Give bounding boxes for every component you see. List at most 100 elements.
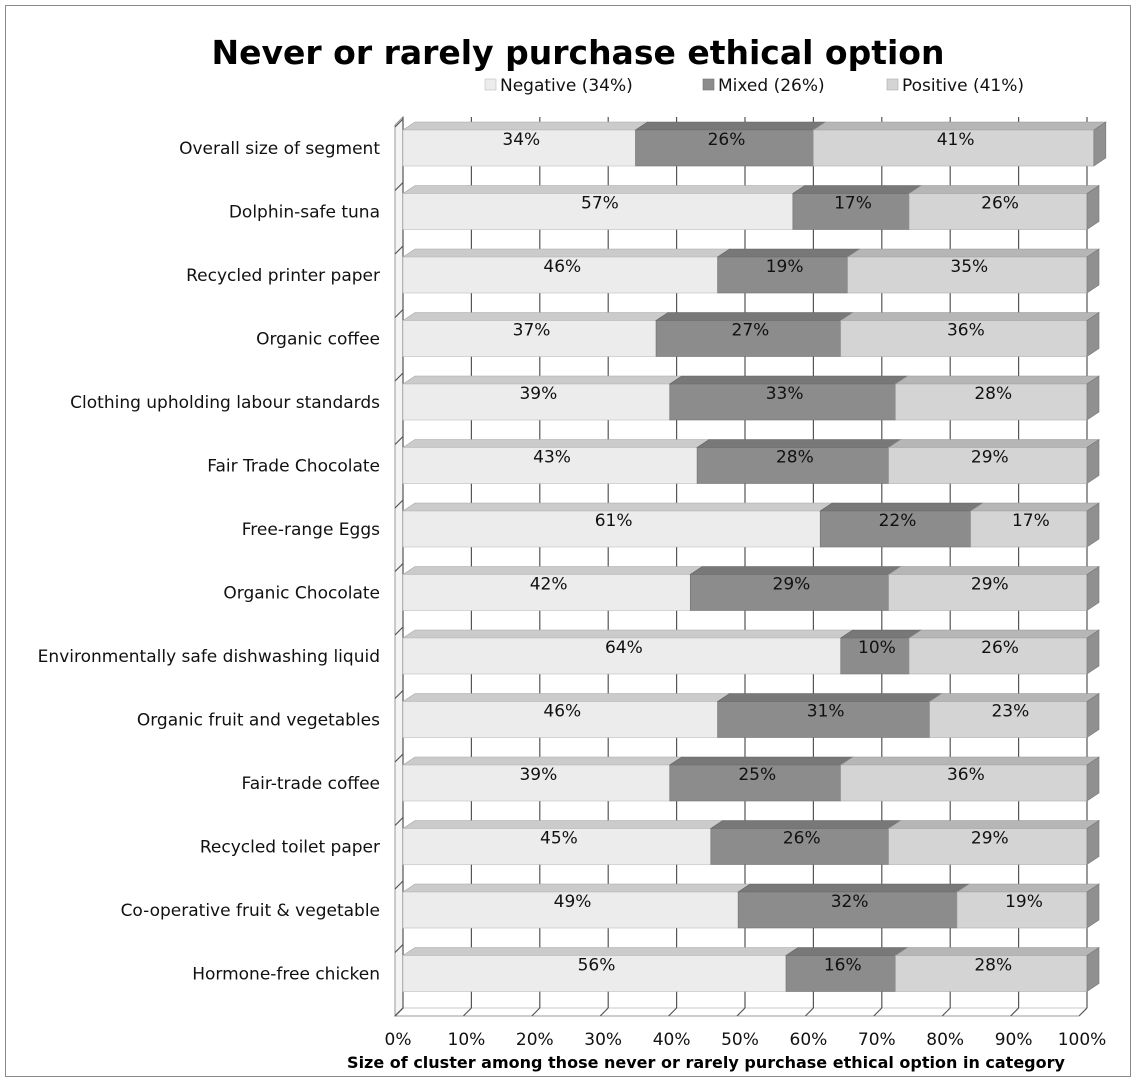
row-separator xyxy=(394,690,404,699)
data-label: 36% xyxy=(947,321,985,341)
bars: 34% 26% 41% 57% 17% 26% 46% 19% 35% 37% 27% 36% 39% 3… xyxy=(402,121,1107,993)
bar-top-face xyxy=(956,883,1100,893)
bar-segment xyxy=(970,510,1088,548)
data-label: 26% xyxy=(783,829,821,849)
x-tick-label: 10% xyxy=(448,1030,486,1050)
data-label: 57% xyxy=(581,194,619,214)
bar-top-face xyxy=(696,439,902,448)
x-tick-label: 70% xyxy=(858,1030,896,1050)
bar-top-face xyxy=(402,502,834,512)
data-label: 39% xyxy=(519,765,557,785)
row-separator xyxy=(394,309,404,318)
bar-segment xyxy=(402,383,671,421)
bar-segment xyxy=(402,828,712,865)
data-label: 29% xyxy=(971,448,1009,468)
data-label: 35% xyxy=(950,257,988,277)
bar-segment xyxy=(669,764,842,802)
data-label: 17% xyxy=(1012,511,1050,531)
chart-title: Never or rarely purchase ethical option xyxy=(212,33,945,72)
bar-segment xyxy=(847,256,1088,294)
data-label: 29% xyxy=(773,575,811,595)
bar-side-face xyxy=(1086,756,1100,802)
bar-top-face xyxy=(402,566,704,575)
row-separator xyxy=(394,182,404,191)
bar-side-face xyxy=(1086,248,1100,294)
data-label: 56% xyxy=(578,956,616,976)
bar-top-face xyxy=(402,439,711,448)
data-label: 26% xyxy=(981,638,1019,658)
bar-segment xyxy=(696,447,889,484)
bar-top-face xyxy=(812,121,1107,131)
data-label: 61% xyxy=(595,511,633,531)
bar-side-face xyxy=(1086,375,1100,421)
bar-segment xyxy=(908,193,1088,230)
category-label: Hormone-free chicken xyxy=(192,965,380,985)
bar-top-face xyxy=(402,121,649,131)
row-separator xyxy=(394,626,404,636)
category-label: Organic fruit and vegetables xyxy=(137,711,380,731)
bar-segment xyxy=(785,955,896,992)
data-label: 28% xyxy=(776,448,814,468)
row-separator xyxy=(394,1007,404,1017)
bar-segment xyxy=(635,129,814,167)
category-labels: Overall size of segment Dolphin-safe tuna… xyxy=(38,139,381,985)
bar-segment xyxy=(717,701,930,738)
bar-top-face xyxy=(928,693,1100,702)
category-label: Environmentally safe dishwashing liquid xyxy=(38,647,380,667)
x-tick-label: 80% xyxy=(926,1030,964,1050)
category-label: Organic coffee xyxy=(256,330,380,350)
data-label: 29% xyxy=(971,829,1009,849)
bar-top-face xyxy=(402,883,752,893)
x-tick-label: 20% xyxy=(516,1030,554,1050)
legend-entry: Positive (41%) xyxy=(902,76,1024,96)
bar-side-face xyxy=(1086,311,1100,358)
row-separator xyxy=(394,118,404,128)
bar-top-face xyxy=(887,566,1100,575)
category-label: Overall size of segment xyxy=(179,139,380,159)
bar-top-face xyxy=(839,312,1100,321)
bar-side-face xyxy=(1086,883,1100,929)
row-separator xyxy=(394,372,404,382)
data-label: 43% xyxy=(533,448,571,468)
floor-gridline xyxy=(873,1007,883,1017)
data-label: 39% xyxy=(519,384,557,404)
data-label: 25% xyxy=(738,765,776,785)
bar-top-face xyxy=(402,756,683,766)
data-label: 26% xyxy=(981,194,1019,214)
data-label: 46% xyxy=(543,257,581,277)
bar-top-face xyxy=(402,947,800,956)
floor-gridline xyxy=(804,1007,814,1017)
floor-gridline xyxy=(668,1007,678,1017)
data-label: 29% xyxy=(971,575,1009,595)
data-label: 19% xyxy=(766,257,804,277)
side-wall xyxy=(394,115,404,1018)
floor-gridline xyxy=(736,1007,746,1017)
x-axis-title: Size of cluster among those never or rar… xyxy=(347,1053,1065,1072)
bar-segment xyxy=(402,510,821,548)
category-label: Organic Chocolate xyxy=(223,584,380,604)
bar-segment xyxy=(402,955,787,992)
bar-top-face xyxy=(716,693,943,702)
row-separator xyxy=(394,753,404,763)
bar-segment xyxy=(737,891,958,929)
category-label: Recycled toilet paper xyxy=(200,838,380,858)
bar-segment xyxy=(929,701,1088,738)
bar-top-face xyxy=(402,693,731,702)
bar-top-face xyxy=(655,312,854,321)
bar-segment xyxy=(717,256,848,294)
category-label: Fair Trade Chocolate xyxy=(207,457,380,477)
bar-top-face xyxy=(908,629,1100,639)
floor-gridline xyxy=(941,1007,951,1017)
bar-segment xyxy=(840,764,1088,802)
data-label: 17% xyxy=(834,194,872,214)
x-tick-label: 90% xyxy=(995,1030,1033,1050)
bar-segment xyxy=(402,701,718,738)
row-separator xyxy=(394,436,404,445)
bar-segment xyxy=(402,129,636,167)
bar-top-face xyxy=(689,566,902,575)
floor-gridline xyxy=(599,1007,609,1017)
category-label: Recycled printer paper xyxy=(186,266,380,286)
bar-top-face xyxy=(839,629,923,639)
bar-top-face xyxy=(791,185,923,194)
row-separator xyxy=(394,563,404,572)
